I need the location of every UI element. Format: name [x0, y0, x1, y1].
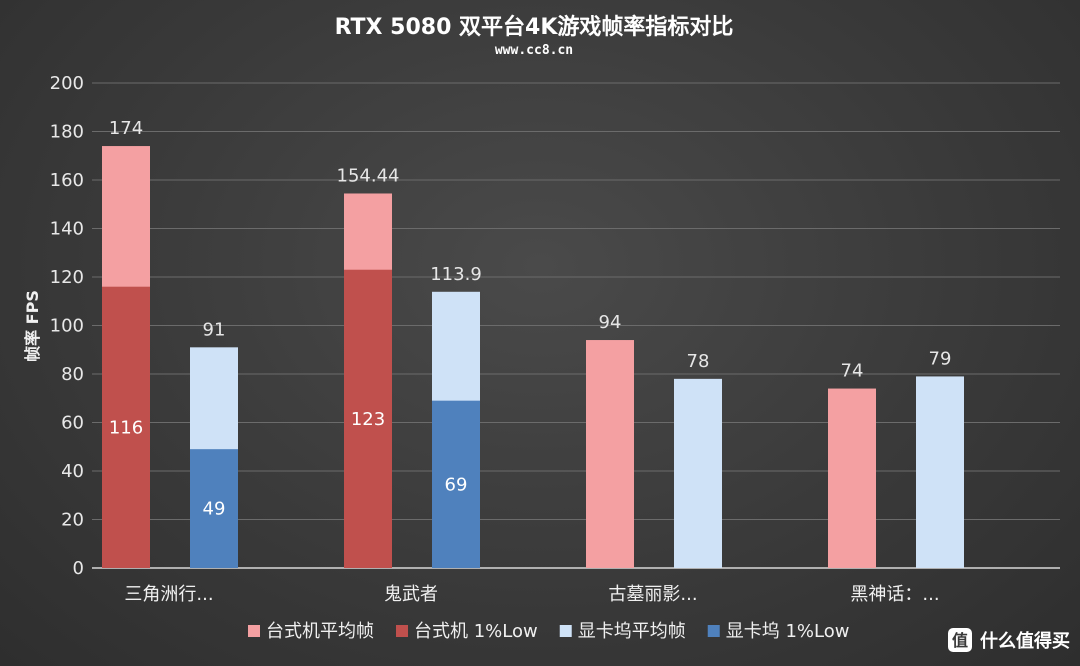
smzdm-logo-icon: [948, 628, 972, 652]
legend-label: 台式机 1%Low: [414, 621, 538, 642]
bar-dock-avg: [674, 378, 722, 568]
data-label: 49: [203, 499, 226, 520]
legend-label: 台式机平均帧: [266, 621, 374, 642]
bar-dock-low: [432, 400, 480, 568]
data-label: 116: [109, 417, 143, 438]
y-tick-label: 160: [50, 170, 84, 191]
x-tick-label: 鬼武者: [384, 584, 438, 605]
data-label: 154.44: [337, 165, 400, 186]
watermark: 值 什么值得买: [948, 628, 1070, 652]
legend-swatch: [396, 625, 408, 637]
y-tick-label: 40: [61, 461, 84, 482]
legend-swatch: [248, 625, 260, 637]
x-tick-label: 黑神话：...: [850, 584, 939, 605]
smzdm-logo-mark: 值: [952, 631, 968, 650]
watermark-text: 什么值得买: [980, 630, 1070, 652]
y-tick-label: 60: [61, 413, 84, 434]
data-label: 91: [203, 319, 226, 340]
bar-desktop-avg: [586, 340, 634, 568]
data-label: 123: [351, 409, 385, 430]
legend-label: 显卡坞 1%Low: [726, 621, 850, 642]
data-label: 74: [841, 361, 864, 382]
data-label: 78: [687, 351, 710, 372]
y-tick-label: 80: [61, 364, 84, 385]
y-tick-label: 0: [73, 558, 84, 579]
x-tick-label: 古墓丽影...: [608, 584, 697, 605]
bar-desktop-avg: [828, 388, 876, 568]
bar-desktop-low: [102, 286, 150, 568]
data-label: 79: [929, 348, 952, 369]
bar-dock-low: [190, 449, 238, 568]
chart-title: RTX 5080 双平台4K游戏帧率指标对比: [335, 14, 734, 40]
y-tick-label: 180: [50, 122, 84, 143]
legend-swatch: [559, 625, 572, 637]
data-label: 69: [445, 474, 468, 495]
x-tick-label: 三角洲行...: [124, 584, 213, 605]
y-tick-label: 20: [61, 510, 84, 531]
legend-label: 显卡坞平均帧: [578, 621, 686, 642]
bar-desktop-low: [344, 269, 392, 568]
y-tick-label: 120: [50, 267, 84, 288]
data-label: 174: [109, 118, 143, 139]
legend-swatch: [707, 625, 720, 637]
y-tick-label: 100: [50, 316, 84, 337]
y-tick-label: 140: [50, 219, 84, 240]
chart-subtitle: www.cc8.cn: [495, 43, 573, 58]
bar-dock-avg: [916, 376, 964, 568]
y-tick-label: 200: [50, 73, 84, 94]
y-axis-label: 帧率 FPS: [23, 290, 42, 362]
data-label: 113.9: [430, 264, 482, 285]
data-label: 94: [599, 312, 622, 333]
